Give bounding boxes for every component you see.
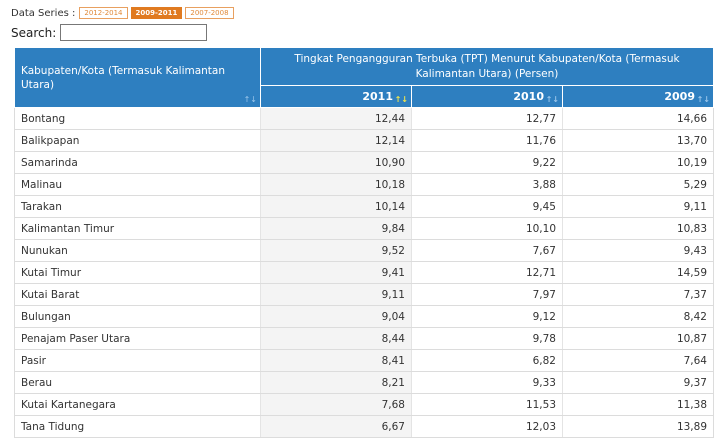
search-bar: Search:: [11, 23, 208, 42]
year-label-2009: 2009: [664, 90, 695, 103]
cell-region: Kutai Timur: [14, 261, 261, 284]
cell-value-2009: 10,83: [562, 217, 714, 240]
cell-region: Malinau: [14, 173, 261, 196]
cell-region: Bulungan: [14, 305, 261, 328]
search-input[interactable]: [60, 24, 208, 41]
cell-value-2009: 9,37: [562, 371, 714, 394]
table-row: Penajam Paser Utara 8,44 9,78 10,87: [14, 327, 714, 350]
cell-value-2011: 9,11: [260, 283, 412, 306]
cell-value-2011: 9,84: [260, 217, 412, 240]
cell-value-2011: 9,52: [260, 239, 412, 262]
cell-value-2011: 6,67: [260, 415, 412, 438]
sort-arrows-icon: ↑↓: [696, 95, 710, 104]
table-row: Kutai Barat 9,11 7,97 7,37: [14, 283, 714, 306]
cell-value-2011: 10,14: [260, 195, 412, 218]
cell-value-2011: 8,44: [260, 327, 412, 350]
cell-region: Nunukan: [14, 239, 261, 262]
cell-region: Tana Tidung: [14, 415, 261, 438]
sort-arrows-icon: ↑↓: [545, 95, 559, 104]
cell-value-2009: 14,59: [562, 261, 714, 284]
cell-value-2009: 13,89: [562, 415, 714, 438]
cell-value-2009: 7,64: [562, 349, 714, 372]
column-header-year-2009[interactable]: 2009 ↑↓: [562, 85, 714, 108]
column-group-header: Tingkat Pengangguran Terbuka (TPT) Menur…: [260, 47, 714, 86]
cell-value-2010: 12,77: [411, 107, 563, 130]
data-series-selector: Data Series : 2012-2014 2009-2011 2007-2…: [11, 6, 237, 20]
column-group-header-label: Tingkat Pengangguran Terbuka (TPT) Menur…: [294, 52, 680, 80]
cell-value-2010: 12,03: [411, 415, 563, 438]
cell-value-2011: 12,44: [260, 107, 412, 130]
cell-value-2010: 9,45: [411, 195, 563, 218]
data-table: Kabupaten/Kota (Termasuk Kalimantan Utar…: [14, 47, 714, 438]
cell-region: Berau: [14, 371, 261, 394]
cell-value-2011: 10,18: [260, 173, 412, 196]
cell-value-2010: 9,78: [411, 327, 563, 350]
column-header-year-2010[interactable]: 2010 ↑↓: [411, 85, 563, 108]
cell-value-2010: 11,76: [411, 129, 563, 152]
cell-value-2010: 7,67: [411, 239, 563, 262]
cell-value-2011: 10,90: [260, 151, 412, 174]
cell-region: Kutai Kartanegara: [14, 393, 261, 416]
cell-value-2010: 3,88: [411, 173, 563, 196]
sort-arrows-icon: ↑↓: [243, 95, 257, 104]
cell-value-2011: 8,21: [260, 371, 412, 394]
cell-value-2010: 9,33: [411, 371, 563, 394]
table-row: Samarinda 10,90 9,22 10,19: [14, 151, 714, 174]
cell-value-2009: 11,38: [562, 393, 714, 416]
table-row: Bontang 12,44 12,77 14,66: [14, 107, 714, 130]
cell-value-2011: 9,41: [260, 261, 412, 284]
cell-value-2009: 14,66: [562, 107, 714, 130]
cell-region: Samarinda: [14, 151, 261, 174]
column-header-region-label: Kabupaten/Kota (Termasuk Kalimantan Utar…: [21, 64, 226, 91]
cell-region: Bontang: [14, 107, 261, 130]
table-body: Bontang 12,44 12,77 14,66 Balikpapan 12,14 11,…: [14, 107, 714, 438]
cell-region: Tarakan: [14, 195, 261, 218]
cell-value-2010: 12,71: [411, 261, 563, 284]
data-series-label: Data Series :: [11, 7, 76, 19]
column-header-year-2011[interactable]: 2011 ↑↓: [260, 85, 412, 108]
cell-value-2011: 9,04: [260, 305, 412, 328]
cell-value-2009: 7,37: [562, 283, 714, 306]
cell-value-2010: 6,82: [411, 349, 563, 372]
search-label: Search:: [11, 25, 57, 40]
cell-region: Penajam Paser Utara: [14, 327, 261, 350]
cell-value-2009: 13,70: [562, 129, 714, 152]
table-row: Kutai Kartanegara 7,68 11,53 11,38: [14, 393, 714, 416]
cell-value-2010: 10,10: [411, 217, 563, 240]
table-row: Tarakan 10,14 9,45 9,11: [14, 195, 714, 218]
table-row: Pasir 8,41 6,82 7,64: [14, 349, 714, 372]
cell-region: Kalimantan Timur: [14, 217, 261, 240]
cell-value-2010: 7,97: [411, 283, 563, 306]
table-row: Bulungan 9,04 9,12 8,42: [14, 305, 714, 328]
cell-value-2009: 9,11: [562, 195, 714, 218]
table-row: Nunukan 9,52 7,67 9,43: [14, 239, 714, 262]
cell-value-2011: 8,41: [260, 349, 412, 372]
cell-value-2011: 7,68: [260, 393, 412, 416]
cell-value-2011: 12,14: [260, 129, 412, 152]
cell-value-2009: 10,87: [562, 327, 714, 350]
sort-desc-icon: ↑↓: [394, 95, 408, 104]
series-button-2012-2014[interactable]: 2012-2014: [79, 7, 128, 19]
year-label-2011: 2011: [362, 90, 393, 103]
table-row: Berau 8,21 9,33 9,37: [14, 371, 714, 394]
cell-value-2009: 10,19: [562, 151, 714, 174]
cell-value-2010: 9,12: [411, 305, 563, 328]
table-row: Balikpapan 12,14 11,76 13,70: [14, 129, 714, 152]
year-label-2010: 2010: [513, 90, 544, 103]
series-button-2009-2011[interactable]: 2009-2011: [130, 7, 183, 19]
table-row: Kalimantan Timur 9,84 10,10 10,83: [14, 217, 714, 240]
cell-value-2009: 9,43: [562, 239, 714, 262]
cell-region: Pasir: [14, 349, 261, 372]
cell-region: Balikpapan: [14, 129, 261, 152]
cell-region: Kutai Barat: [14, 283, 261, 306]
column-header-region[interactable]: Kabupaten/Kota (Termasuk Kalimantan Utar…: [14, 47, 261, 108]
cell-value-2009: 5,29: [562, 173, 714, 196]
cell-value-2009: 8,42: [562, 305, 714, 328]
table-row: Malinau 10,18 3,88 5,29: [14, 173, 714, 196]
table-row: Tana Tidung 6,67 12,03 13,89: [14, 415, 714, 438]
cell-value-2010: 9,22: [411, 151, 563, 174]
series-button-2007-2008[interactable]: 2007-2008: [185, 7, 234, 19]
table-row: Kutai Timur 9,41 12,71 14,59: [14, 261, 714, 284]
cell-value-2010: 11,53: [411, 393, 563, 416]
